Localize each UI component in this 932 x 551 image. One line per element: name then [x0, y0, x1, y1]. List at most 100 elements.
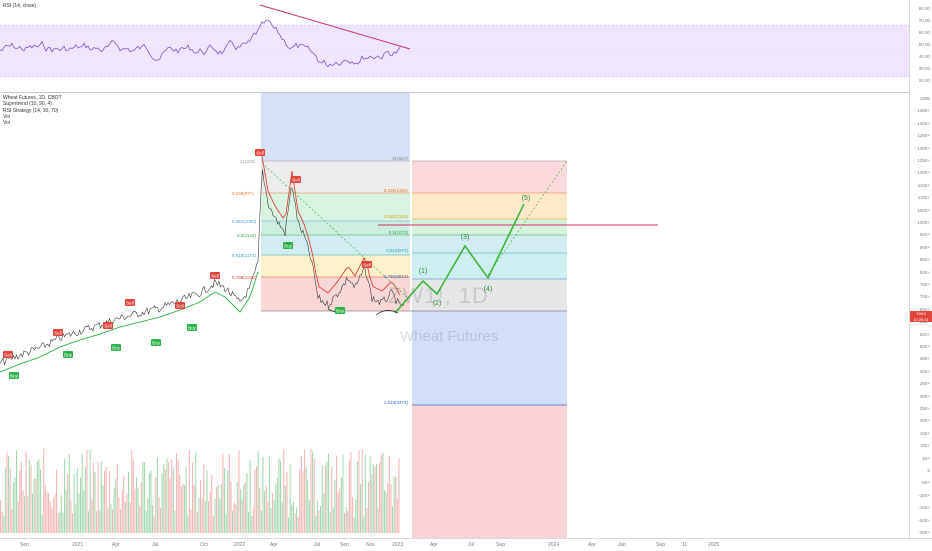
volume-bar: [259, 487, 261, 533]
bottom-arc-2: [375, 310, 399, 316]
time-axis[interactable]: Sep 2021 Apr Jul Oct 2022 Apr Jul Sep Nov 2023 Apr J…: [0, 538, 932, 551]
volume-bar: [145, 511, 147, 533]
watermark-symbol: ZW1!, 1D: [388, 283, 489, 308]
time-axis-label: Jul: [152, 542, 159, 548]
time-axis-label: Jun: [618, 542, 627, 548]
pane-separator[interactable]: [0, 92, 932, 93]
sell-signal-tag[interactable]: [3, 351, 13, 358]
buy-signal-tag[interactable]: [63, 351, 73, 358]
volume-bar: [142, 461, 144, 533]
sell-signal-label: Sell: [176, 304, 184, 309]
volume-bar: [265, 485, 267, 533]
volume-bar: [294, 513, 296, 533]
time-axis-label: Apr: [270, 542, 278, 548]
main-legend[interactable]: Wheat Futures, 1D, CBOT Supertrend (10, …: [3, 95, 62, 126]
volume-bar: [139, 506, 141, 533]
volume-bar: [235, 504, 237, 533]
volume-bar: [217, 484, 219, 533]
volume-bar: [332, 507, 334, 533]
fib-zone-0382-05: [261, 221, 410, 235]
volume-bar: [155, 477, 157, 533]
volume-bar: [65, 489, 67, 533]
rsi-legend[interactable]: RSI (14, close): [3, 3, 37, 9]
rsi-trendline[interactable]: [259, 4, 411, 50]
volume-bar: [124, 502, 126, 533]
volume-bar: [257, 451, 259, 533]
volume-bar: [376, 463, 378, 533]
volume-bar: [267, 502, 269, 533]
buy-signal-tag[interactable]: [111, 344, 121, 351]
volume-bar: [254, 469, 256, 533]
volume-bar: [396, 498, 398, 533]
volume-bar: [329, 511, 331, 533]
buy-signal-tag[interactable]: [335, 307, 345, 314]
volume-bar: [244, 481, 246, 533]
volume-bar: [81, 454, 83, 533]
volume-bar: [390, 484, 392, 533]
rsi-pane[interactable]: RSI (14, close): [0, 0, 910, 92]
volume-bar: [78, 493, 80, 533]
rsi-axis-label: 80.00: [918, 6, 930, 11]
volume-bar: [310, 448, 312, 533]
volume-bar: [200, 479, 202, 533]
buy-signal-tag[interactable]: [151, 339, 161, 346]
sell-signal-tag[interactable]: [175, 302, 185, 309]
volume-bar: [214, 499, 216, 533]
volume-bar: [347, 510, 349, 533]
volume-bar: [208, 501, 210, 533]
volume-bar: [352, 497, 354, 533]
sell-signal-tag[interactable]: [255, 149, 265, 156]
volume-bar: [350, 452, 352, 533]
price-axis-label: 250+: [919, 406, 930, 411]
buy-signal-tag[interactable]: [283, 242, 293, 249]
price-axis-label: 300+: [919, 393, 930, 399]
volume-bar: [209, 492, 211, 533]
volume-bar: [131, 449, 133, 533]
proj-zone-blue: [412, 311, 567, 405]
supertrend-up-line: [0, 271, 259, 373]
legend-rsi-strategy[interactable]: RSI Strategy (14, 30, 70): [3, 107, 59, 114]
sell-signal-tag[interactable]: [362, 261, 372, 268]
main-chart-pane[interactable]: 1(1325) 0.236(877) 0.382(1093) 0.5(1144) 0.6…: [0, 93, 910, 538]
volume-bar: [216, 487, 218, 533]
legend-vol-2[interactable]: Vol: [3, 120, 10, 127]
sell-signal-label: Sell: [126, 301, 134, 306]
sell-signal-tag[interactable]: [125, 299, 135, 306]
proj-zone-green: [412, 219, 567, 235]
legend-vol-1[interactable]: Vol: [3, 113, 10, 120]
volume-bar: [1, 511, 3, 533]
volume-bar: [3, 515, 5, 533]
volume-bar: [262, 456, 264, 533]
price-axis-label: 850+: [919, 257, 930, 263]
volume-bar: [315, 515, 317, 533]
volume-bar: [152, 505, 154, 533]
price-axis-label: 0: [927, 468, 930, 473]
volume-bar: [88, 511, 90, 533]
volume-bar: [238, 450, 240, 533]
volume-bar: [41, 515, 43, 533]
fib-zone-05-0618: [261, 235, 410, 255]
sell-signal-tag[interactable]: [103, 322, 113, 329]
sell-signal-tag[interactable]: [291, 176, 301, 183]
volume-bar: [248, 511, 250, 533]
price-axis-label: -250+: [918, 530, 930, 535]
sell-signal-tag[interactable]: [210, 272, 220, 279]
price-axis-label: 400+: [919, 368, 930, 374]
volume-bar: [40, 469, 42, 533]
volume-bar: [353, 517, 355, 533]
volume-bar: [30, 464, 32, 533]
legend-symbol[interactable]: Wheat Futures, 1D, CBOT: [3, 95, 62, 101]
volume-bar: [305, 467, 307, 533]
elliott-wave-projection[interactable]: [394, 203, 525, 314]
volume-bar: [83, 490, 85, 533]
volume-bar: [243, 484, 245, 533]
sell-signal-tag[interactable]: [53, 329, 63, 336]
fib-level-label: 0.236(877): [232, 191, 254, 196]
legend-supertrend[interactable]: Supertrend (10, 90, 4): [3, 101, 52, 108]
buy-signal-tag[interactable]: [187, 324, 197, 331]
volume-bar: [168, 462, 170, 533]
volume-bar: [166, 458, 168, 533]
buy-signal-tag[interactable]: [9, 372, 19, 379]
price-axis[interactable]: 80.00 70.00 60.00 50.00 40.00 30.00 20.00 1500 1…: [909, 0, 932, 538]
price-axis-label: 450+: [919, 356, 930, 362]
